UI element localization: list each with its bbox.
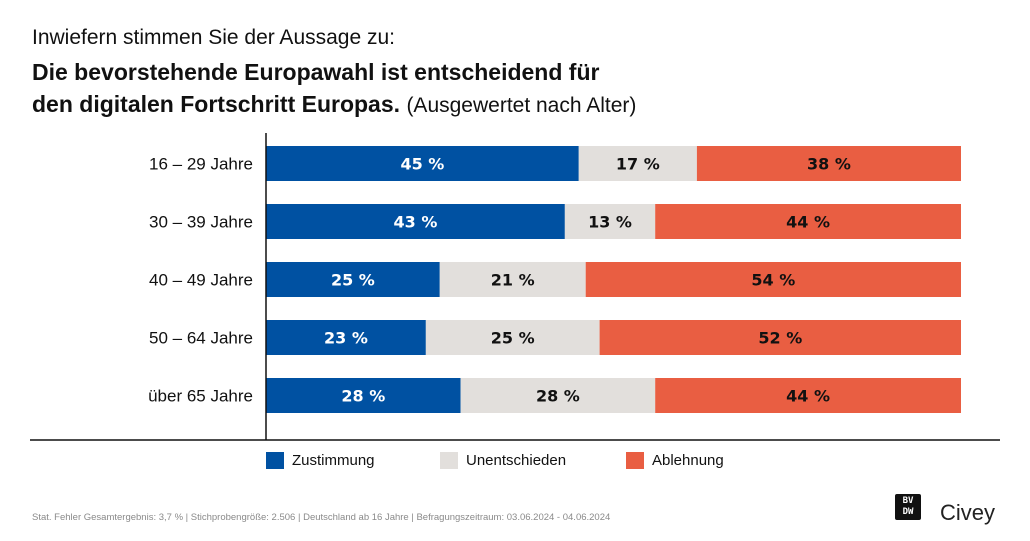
bar-segment-zustimmung	[266, 378, 461, 413]
data-label: 28 %	[536, 387, 580, 406]
bars-group: 45 % 17 % 38 % 43 % 13 % 44 % 25 % 21 % 54 % 23 %…	[266, 146, 961, 413]
title-line-1: Die bevorstehende Europawahl ist entsche…	[32, 59, 600, 85]
bar-segment-ablehnung	[655, 378, 961, 413]
question-title: Die bevorstehende Europawahl ist entsche…	[32, 56, 792, 122]
chart-subtitle: (Ausgewertet nach Alter)	[406, 94, 637, 117]
bvdw-logo: BV DW	[895, 494, 921, 520]
legend: Zustimmung Unentschieden Ablehnung	[0, 452, 1030, 474]
title-line-2: den digitalen Fortschritt Europas.	[32, 91, 401, 117]
data-label: 44 %	[786, 387, 830, 406]
bar-segment-unentschieden	[439, 262, 586, 297]
legend-item-ablehnung: Ablehnung	[626, 452, 724, 469]
legend-swatch-ablehnung	[626, 452, 644, 469]
data-label: 17 %	[616, 155, 660, 174]
bar-segment-unentschieden	[460, 378, 656, 413]
question-intro: Inwiefern stimmen Sie der Aussage zu:	[32, 26, 396, 49]
axis-group: 16 – 29 Jahre 30 – 39 Jahre 40 – 49 Jahre 5…	[30, 133, 1000, 441]
data-label: 44 %	[786, 213, 830, 232]
bar-segment-ablehnung	[696, 146, 961, 181]
bar-segment-unentschieden	[578, 146, 697, 181]
data-label: 43 %	[393, 213, 437, 232]
category-label: 50 – 64 Jahre	[149, 329, 253, 348]
footnote: Stat. Fehler Gesamtergebnis: 3,7 % | Sti…	[32, 512, 611, 523]
data-label: 25 %	[491, 329, 535, 348]
bar-segment-ablehnung	[599, 320, 961, 355]
data-label: 21 %	[491, 271, 535, 290]
legend-item-unentschieden: Unentschieden	[440, 452, 566, 469]
bar-segment-ablehnung	[655, 204, 961, 239]
bar-segment-unentschieden	[564, 204, 656, 239]
bar-segment-zustimmung	[266, 320, 426, 355]
data-label: 52 %	[758, 329, 802, 348]
data-label: 54 %	[751, 271, 795, 290]
bar-segment-zustimmung	[266, 262, 440, 297]
legend-swatch-unentschieden	[440, 452, 458, 469]
data-label: 23 %	[324, 329, 368, 348]
data-label: 45 %	[400, 155, 444, 174]
data-label: 25 %	[331, 271, 375, 290]
legend-label-zustimmung: Zustimmung	[292, 452, 375, 469]
category-label: 40 – 49 Jahre	[149, 271, 253, 290]
category-label: über 65 Jahre	[148, 387, 253, 406]
data-label: 28 %	[341, 387, 385, 406]
bar-segment-unentschieden	[425, 320, 600, 355]
bar-segment-zustimmung	[266, 146, 579, 181]
bar-segment-zustimmung	[266, 204, 565, 239]
data-label: 13 %	[588, 213, 632, 232]
legend-swatch-zustimmung	[266, 452, 284, 469]
legend-label-ablehnung: Ablehnung	[652, 452, 724, 469]
bar-segment-ablehnung	[585, 262, 961, 297]
category-label: 30 – 39 Jahre	[149, 213, 253, 232]
civey-logo: Civey	[940, 500, 996, 525]
legend-label-unentschieden: Unentschieden	[466, 452, 567, 469]
data-label: 38 %	[807, 155, 851, 174]
category-label: 16 – 29 Jahre	[149, 155, 253, 174]
legend-item-zustimmung: Zustimmung	[266, 452, 375, 469]
